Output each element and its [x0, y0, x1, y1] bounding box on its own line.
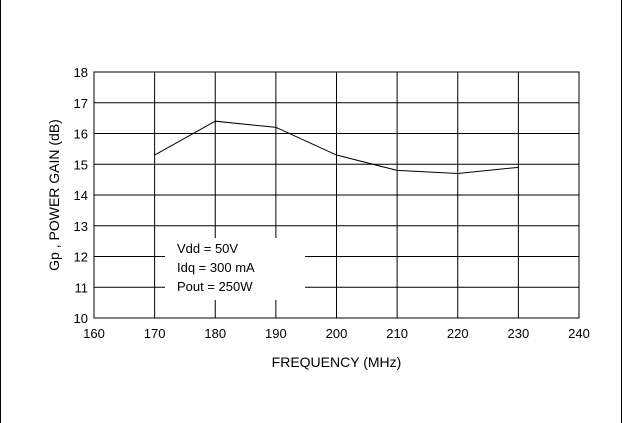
x-tick-label: 210: [386, 326, 408, 341]
x-tick-label: 240: [568, 326, 590, 341]
x-tick-label: 200: [326, 326, 348, 341]
y-tick-label: 17: [74, 96, 88, 111]
annotation-idq: Idq = 300 mA: [177, 260, 255, 275]
plot-border: [93, 71, 580, 319]
x-tick-label: 230: [508, 326, 530, 341]
y-tick-label: 18: [74, 65, 88, 80]
y-tick-label: 14: [74, 188, 88, 203]
series-line-0: [154, 120, 519, 174]
x-tick-labels: 160 170 180 190 200 210 220 230 240: [83, 326, 590, 341]
y-tick-label: 10: [74, 311, 88, 326]
y-tick-label: 16: [74, 127, 88, 142]
annotation-pout: Pout = 250W: [177, 279, 253, 294]
y-axis-label: Gp , POWER GAIN (dB): [46, 119, 62, 271]
x-tick-label: 170: [144, 326, 166, 341]
x-tick-label: 190: [265, 326, 287, 341]
y-tick-label: 11: [75, 280, 89, 295]
x-tick-label: 180: [204, 326, 226, 341]
y-tick-label: 15: [74, 157, 88, 172]
series-layer: [154, 120, 519, 174]
x-tick-label: 160: [83, 326, 105, 341]
x-axis-label: FREQUENCY (MHz): [272, 354, 402, 370]
y-tick-label: 12: [74, 250, 88, 265]
annotation-box: Vdd = 50V Idq = 300 mA Pout = 250W: [165, 238, 305, 300]
annotation-vdd: Vdd = 50V: [177, 241, 238, 256]
x-tick-label: 220: [447, 326, 469, 341]
y-tick-labels: 10 11 12 13 14 15 16 17 18: [74, 65, 88, 326]
annotation-background: [165, 238, 305, 300]
y-tick-label: 13: [74, 219, 88, 234]
